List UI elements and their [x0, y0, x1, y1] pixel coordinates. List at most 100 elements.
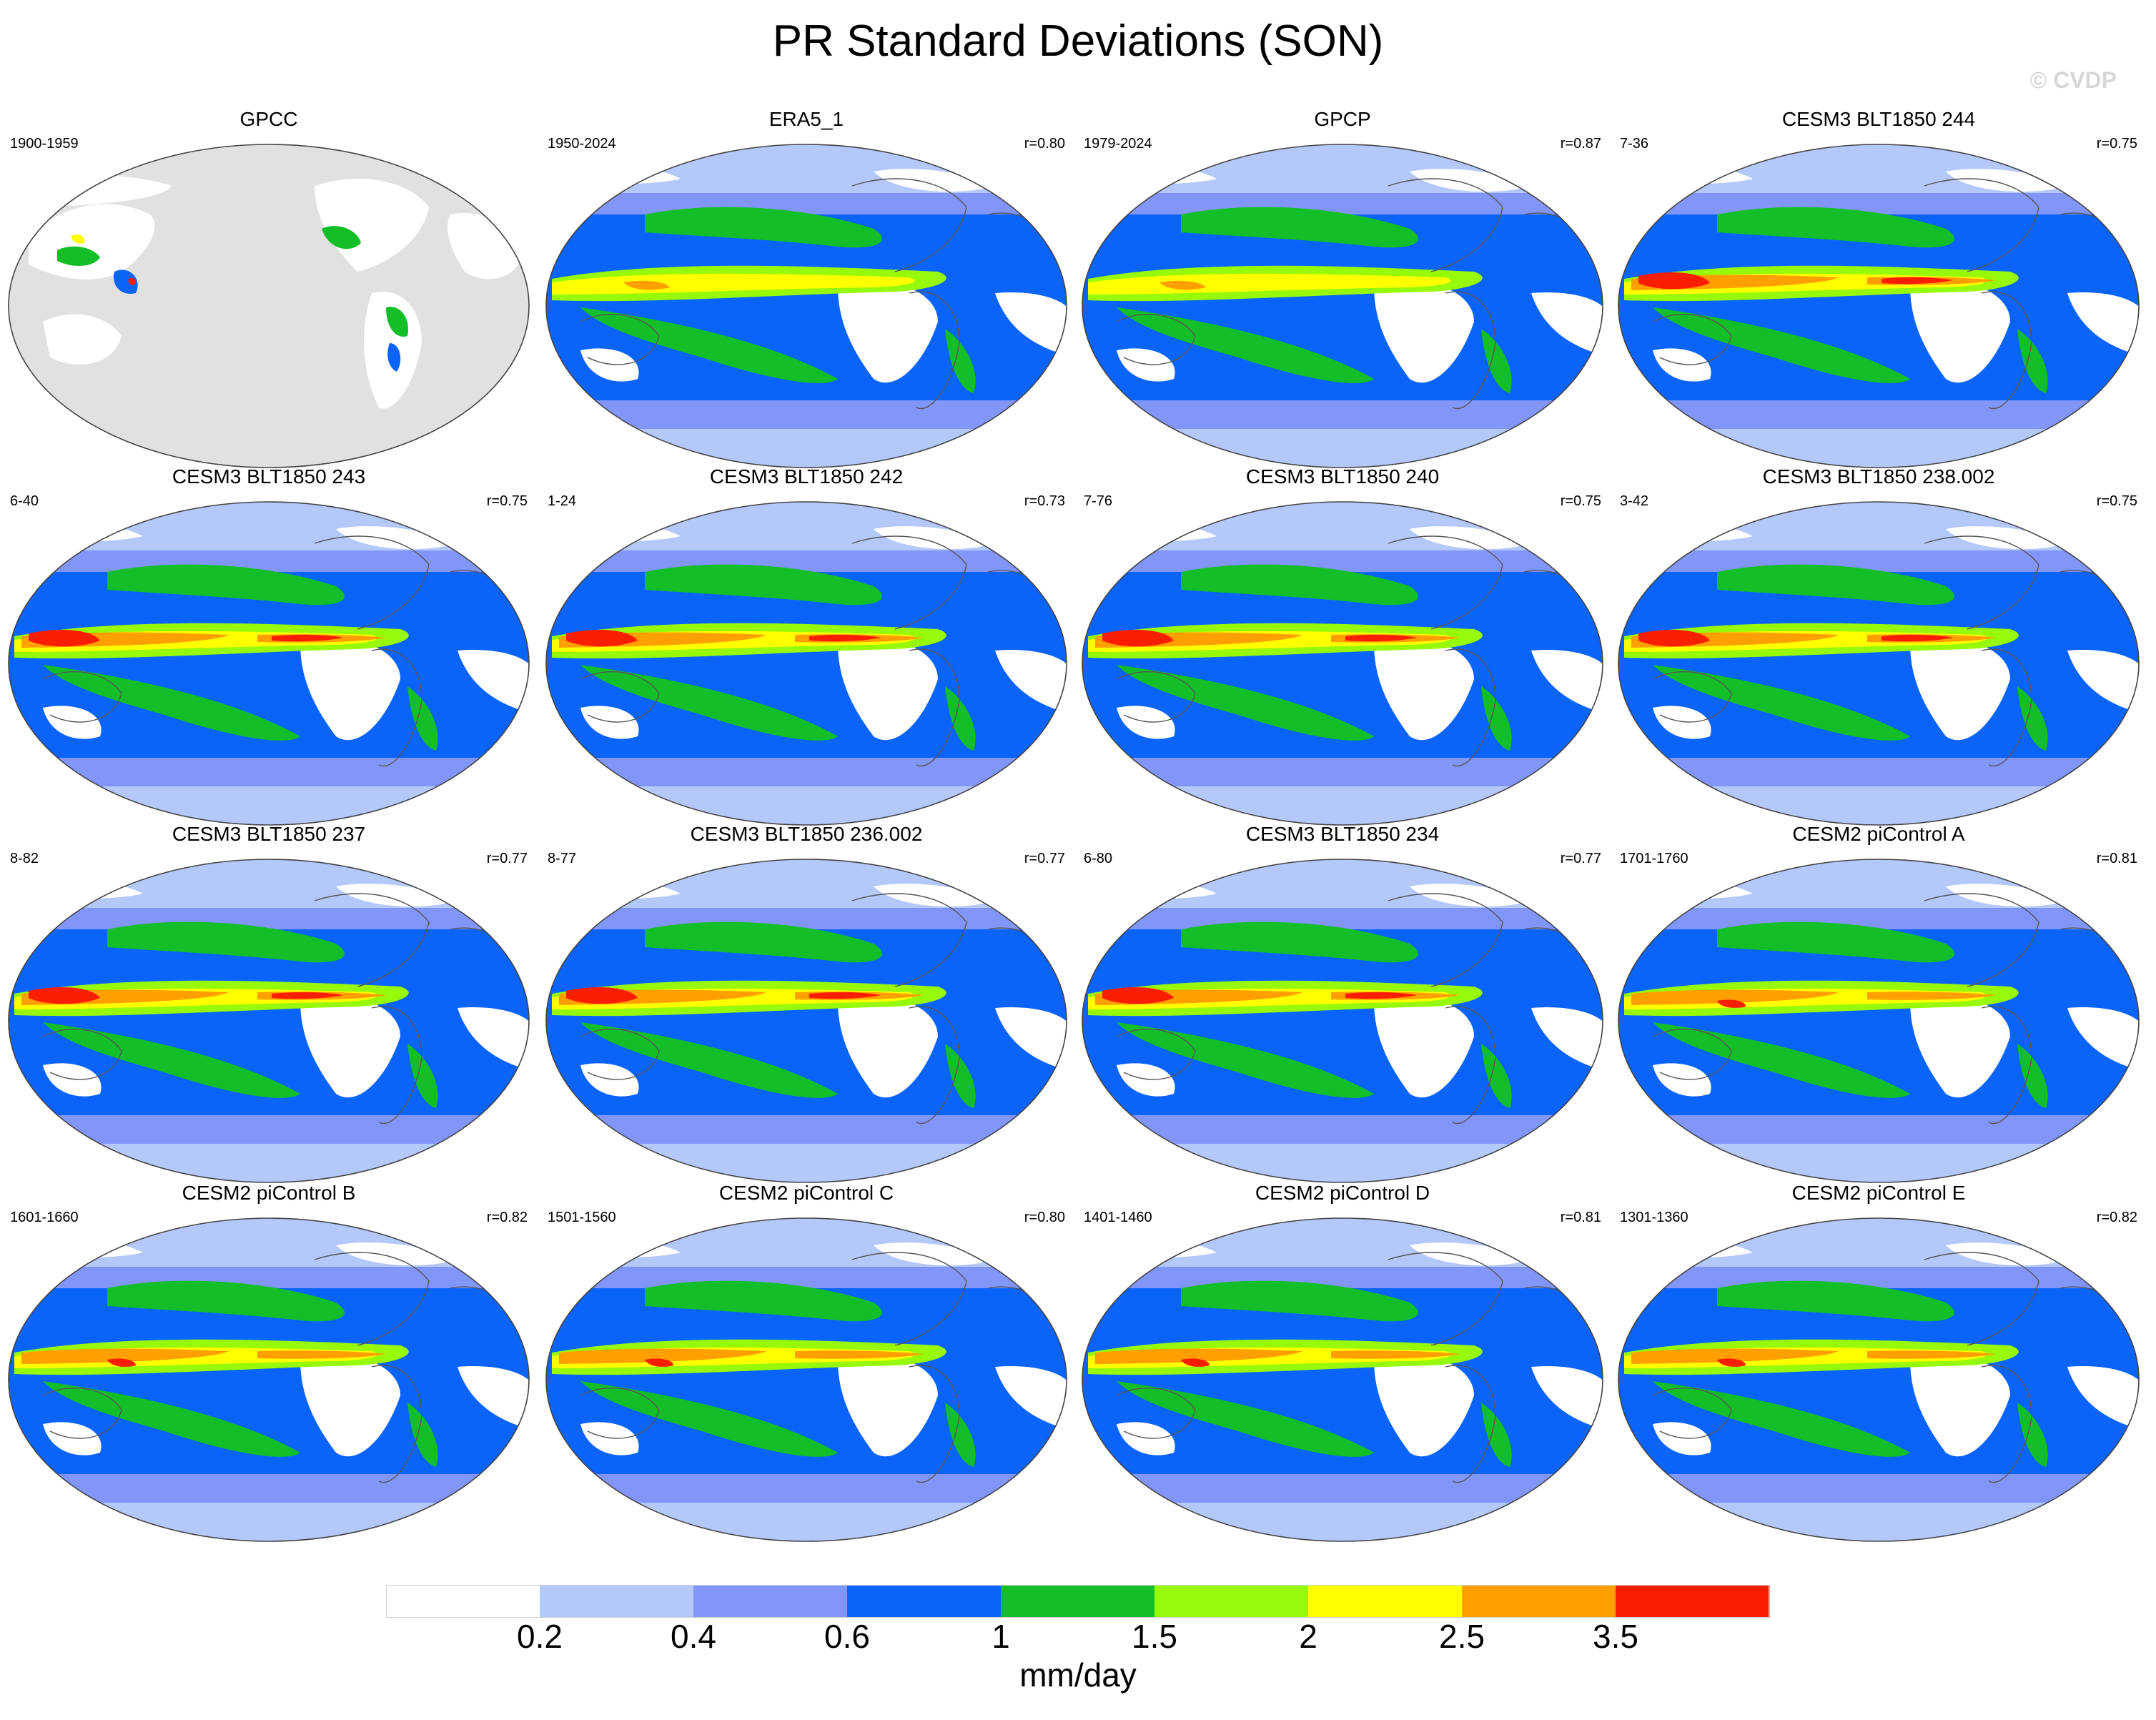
panel-title: GPCP: [1314, 108, 1371, 130]
panel-correlation: r=0.77: [486, 851, 528, 866]
panel-correlation: r=0.75: [2096, 493, 2137, 509]
colorbar-tick-label: 0.6: [824, 1618, 870, 1655]
panel-title: CESM2 piControl B: [182, 1182, 356, 1204]
colorbar-tick-label: 0.2: [517, 1618, 563, 1655]
colorbar-swatch: [847, 1585, 1002, 1618]
world-map-contour: [8, 859, 530, 1183]
panel-years: 7-76: [1084, 493, 1113, 509]
panel-correlation: r=0.80: [1024, 1210, 1065, 1225]
map-panel: CESM3 BLT1850 240 7-76 r=0.75: [1074, 465, 1611, 826]
world-map-contour: [1082, 144, 1603, 468]
world-map-contour: [8, 144, 530, 468]
panel-years: 3-42: [1620, 493, 1649, 509]
map-panel: CESM3 BLT1850 238.002 3-42 r=0.75: [1610, 465, 2147, 826]
world-map-contour: [1618, 859, 2140, 1183]
map-panel: CESM2 piControl A 1701-1760 r=0.81: [1610, 822, 2147, 1183]
panel-correlation: r=0.87: [1560, 136, 1601, 152]
panel-title: CESM3 BLT1850 244: [1781, 108, 1976, 130]
panel-years: 1979-2024: [1084, 136, 1152, 152]
world-map-contour: [1082, 859, 1603, 1183]
map-panel: CESM3 BLT1850 237 8-82 r=0.77: [0, 822, 538, 1183]
colorbar-tick-label: 1: [992, 1618, 1010, 1655]
world-map-contour: [1082, 1217, 1603, 1542]
world-map-contour: [1082, 501, 1603, 826]
panel-years: 1-24: [548, 493, 577, 509]
map-panel: CESM2 piControl D 1401-1460 r=0.81: [1074, 1181, 1611, 1542]
panel-title: CESM2 piControl D: [1255, 1182, 1430, 1204]
world-map-contour: [8, 501, 530, 826]
world-map-contour: [1618, 501, 2140, 826]
panel-correlation: r=0.82: [2096, 1210, 2137, 1225]
panel-title: ERA5_1: [768, 108, 844, 130]
colorbar-tick-label: 0.4: [671, 1618, 716, 1655]
panel-title: CESM3 BLT1850 242: [709, 465, 904, 488]
colorbar-tick-label: 2: [1299, 1618, 1317, 1655]
figure-title: PR Standard Deviations (SON): [772, 16, 1384, 66]
panel-title: CESM3 BLT1850 243: [172, 465, 366, 488]
panel-correlation: r=0.77: [1024, 851, 1065, 866]
panel-correlation: r=0.82: [486, 1210, 528, 1225]
map-panel: CESM3 BLT1850 236.002 8-77 r=0.77: [538, 822, 1075, 1183]
colorbar-units: mm/day: [1019, 1656, 1137, 1694]
colorbar-swatch: [540, 1585, 694, 1618]
colorbar-swatch: [693, 1585, 848, 1618]
panel-correlation: r=0.81: [1560, 1210, 1601, 1225]
world-map-contour: [545, 859, 1067, 1183]
panel-correlation: r=0.80: [1024, 136, 1065, 152]
map-panel: CESM3 BLT1850 242 1-24 r=0.73: [538, 465, 1075, 826]
map-panel: CESM2 piControl C 1501-1560 r=0.80: [538, 1181, 1075, 1542]
colorbar-labels: 0.2 0.4 0.6 1 1.5 2 2.5 3.5: [386, 1617, 1769, 1660]
world-map-contour: [545, 144, 1067, 468]
panel-years: 1701-1760: [1620, 851, 1688, 866]
panel-title: CESM3 BLT1850 237: [172, 823, 366, 845]
colorbar-swatch: [1308, 1585, 1463, 1618]
cvdp-watermark: © CVDP: [2029, 67, 2117, 93]
map-panel: CESM3 BLT1850 234 6-80 r=0.77: [1074, 822, 1611, 1183]
map-panel: CESM3 BLT1850 244 7-36 r=0.75: [1610, 107, 2147, 468]
world-map-contour: [8, 1217, 530, 1542]
panel-years: 6-40: [10, 493, 39, 509]
panel-correlation: r=0.75: [2096, 136, 2137, 152]
panel-years: 6-80: [1084, 851, 1113, 866]
colorbar-swatch: [1154, 1585, 1309, 1618]
world-map-contour: [545, 501, 1067, 826]
panel-title: CESM2 piControl C: [718, 1182, 894, 1204]
panel-years: 7-36: [1620, 136, 1649, 152]
panel-years: 1601-1660: [10, 1210, 79, 1225]
panel-correlation: r=0.73: [1024, 493, 1065, 509]
world-map-contour: [1618, 1217, 2140, 1542]
panel-correlation: r=0.75: [486, 493, 528, 509]
panel-years: 1501-1560: [548, 1210, 616, 1225]
colorbar-swatch: [1616, 1585, 1770, 1618]
colorbar-swatch: [1001, 1585, 1155, 1618]
colorbar-tick-label: 2.5: [1439, 1618, 1485, 1655]
colorbar-tick-label: 3.5: [1593, 1618, 1638, 1655]
panel-years: 1401-1460: [1084, 1210, 1152, 1225]
map-panel: CESM3 BLT1850 243 6-40 r=0.75: [0, 465, 538, 826]
panel-correlation: r=0.75: [1560, 493, 1601, 509]
panel-correlation: r=0.77: [1560, 851, 1601, 866]
map-panel: CESM2 piControl B 1601-1660 r=0.82: [0, 1181, 538, 1542]
map-panel: ERA5_1 1950-2024 r=0.80: [538, 107, 1075, 468]
panel-title: CESM2 piControl E: [1791, 1182, 1966, 1204]
panel-title: CESM2 piControl A: [1792, 823, 1965, 845]
panel-years: 8-82: [10, 851, 39, 866]
panel-years: 1900-1959: [10, 136, 79, 152]
map-panel: GPCC 1900-1959: [0, 107, 538, 468]
colorbar: [386, 1585, 1770, 1618]
colorbar-swatch: [386, 1585, 540, 1618]
panel-title: GPCC: [239, 108, 298, 130]
colorbar-swatch: [1462, 1585, 1616, 1618]
panel-years: 8-77: [548, 851, 577, 866]
world-map-contour: [545, 1217, 1067, 1542]
panel-years: 1301-1360: [1620, 1210, 1688, 1225]
panel-title: CESM3 BLT1850 240: [1245, 465, 1440, 488]
panel-title: CESM3 BLT1850 234: [1245, 823, 1440, 845]
panel-correlation: r=0.81: [2096, 851, 2137, 866]
world-map-contour: [1618, 144, 2140, 468]
panel-years: 1950-2024: [548, 136, 616, 152]
map-panel: GPCP 1979-2024 r=0.87: [1074, 107, 1611, 468]
panel-title: CESM3 BLT1850 238.002: [1762, 465, 1995, 488]
panel-title: CESM3 BLT1850 236.002: [690, 823, 923, 845]
colorbar-tick-label: 1.5: [1132, 1618, 1177, 1655]
